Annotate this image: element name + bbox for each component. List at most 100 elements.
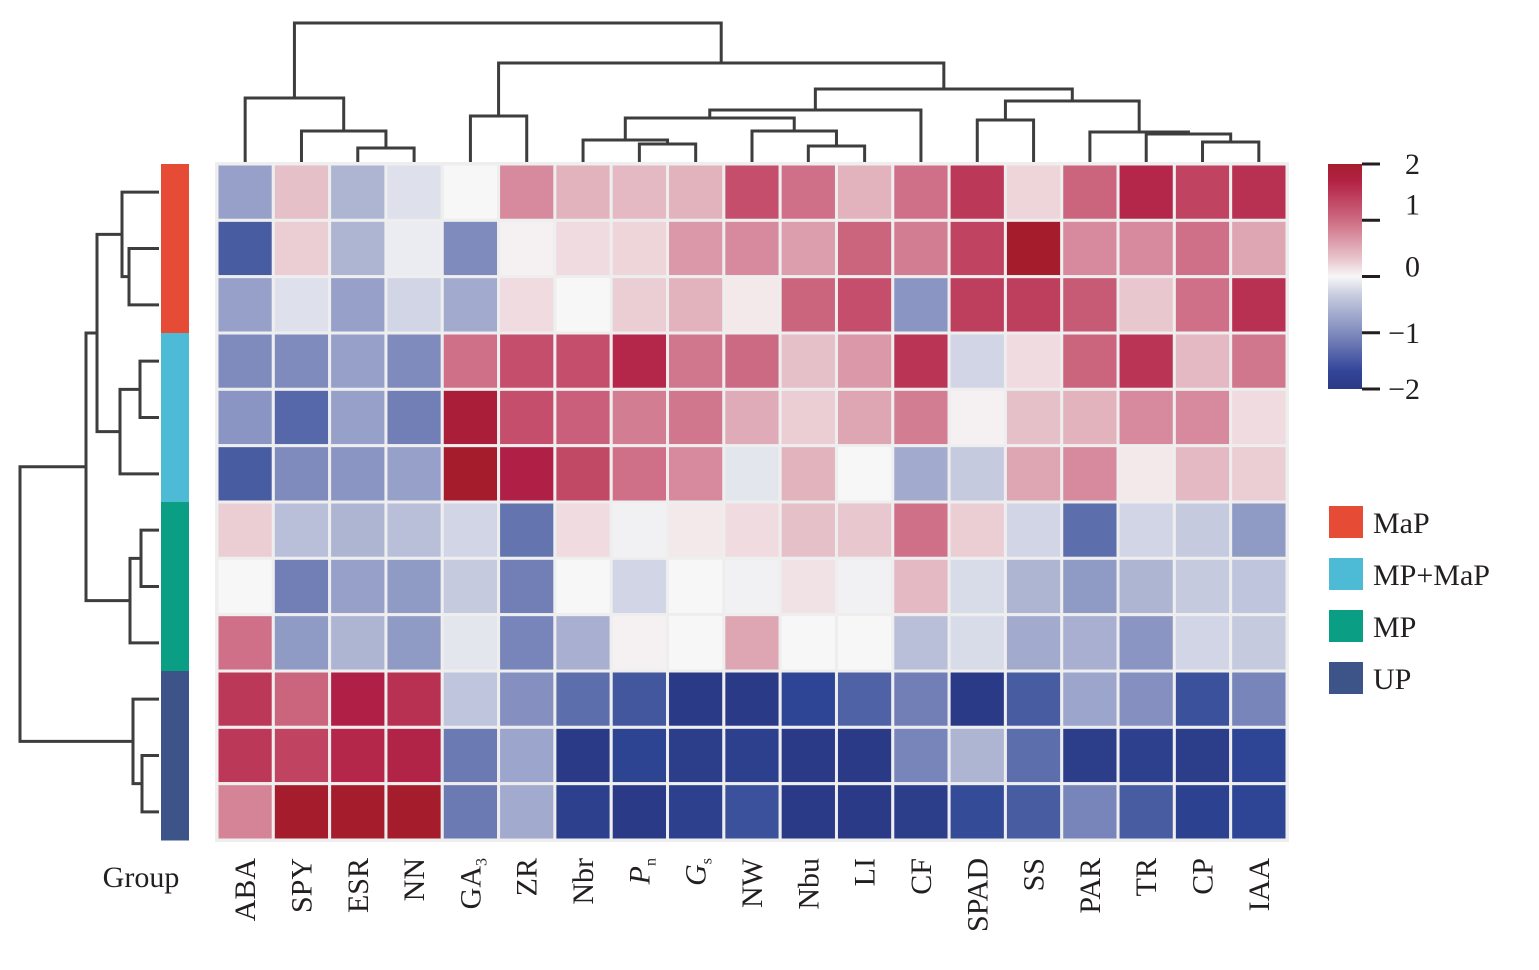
heatmap-cell-PAR-row9 — [1060, 613, 1120, 673]
heatmap-cell-LI-row1 — [834, 162, 895, 222]
legend-label-mp: MP — [1373, 611, 1416, 644]
column-label-main: G — [680, 864, 713, 886]
heatmap-cell-SPAD-row8 — [947, 556, 1007, 617]
heatmap-cell-ESR-row4 — [328, 331, 388, 391]
heatmap-cell-PAR-row8 — [1060, 556, 1120, 617]
heatmap-cell-IAA-row11 — [1229, 725, 1289, 786]
heatmap-cell-IAA-row7 — [1229, 500, 1289, 560]
heatmap-cell-SS-row2 — [1003, 218, 1064, 279]
column-labels: ABA SPY ESR NN GA3 ZR Nbr Pn Gs NW Nbu LI CF SPAD SS PA… — [229, 857, 1276, 932]
heatmap-cell-SS-row12 — [1003, 782, 1064, 842]
colorbar-label-0: 0 — [1405, 251, 1420, 284]
heatmap-cell-CF-row5 — [891, 387, 951, 448]
heatmap-cell-ZR-row6 — [497, 444, 557, 504]
heatmap-cell-ESR-row11 — [328, 725, 388, 786]
column-label-main: Nbr — [567, 858, 600, 905]
heatmap-cell-SPY-row10 — [271, 669, 332, 729]
column-label-main: P — [623, 866, 656, 885]
heatmap-cell-CF-row8 — [891, 556, 951, 617]
heatmap-cell-SS-row6 — [1003, 444, 1064, 504]
heatmap-cell-GA3-row3 — [440, 275, 501, 335]
heatmap-cell-Pn-row7 — [609, 500, 670, 560]
heatmap-cell-Gs-row7 — [666, 500, 726, 560]
heatmap-cell-SS-row8 — [1003, 556, 1064, 617]
heatmap-cell-Gs-row11 — [666, 725, 726, 786]
heatmap-cell-NN-row6 — [384, 444, 444, 504]
colorbar: 2 1 0 −1 −2 — [1328, 148, 1420, 406]
heatmap-cell-CP-row9 — [1172, 613, 1233, 673]
colorbar-label--1: −1 — [1388, 317, 1420, 350]
heatmap-cell-Nbr-row2 — [553, 218, 613, 279]
heatmap-cell-TR-row12 — [1116, 782, 1176, 842]
heatmap-cell-CF-row3 — [891, 275, 951, 335]
heatmap-cell-CF-row12 — [891, 782, 951, 842]
heatmap-cell-TR-row3 — [1116, 275, 1176, 335]
column-label-main: ZR — [511, 858, 544, 896]
heatmap-cell-ESR-row8 — [328, 556, 388, 617]
heatmap-cell-NW-row3 — [722, 275, 782, 335]
column-label-main: Nbu — [792, 858, 825, 910]
heatmap-cell-GA3-row8 — [440, 556, 501, 617]
group-bar-map-row2 — [161, 220, 189, 278]
column-label-ESR: ESR — [342, 858, 375, 913]
heatmap-cell-Nbr-row6 — [553, 444, 613, 504]
heatmap-cell-GA3-row4 — [440, 331, 501, 391]
heatmap-cell-ZR-row11 — [497, 725, 557, 786]
heatmap-cell-NW-row4 — [722, 331, 782, 391]
heatmap-cell-ESR-row5 — [328, 387, 388, 448]
heatmap-cell-NN-row5 — [384, 387, 444, 448]
heatmap-cell-TR-row1 — [1116, 162, 1176, 222]
heatmap-cell-ABA-row4 — [215, 331, 275, 391]
heatmap-cell-Nbr-row8 — [553, 556, 613, 617]
heatmap-cell-Gs-row4 — [666, 331, 726, 391]
heatmap-cell-Gs-row9 — [666, 613, 726, 673]
heatmap-cell-SPAD-row11 — [947, 725, 1007, 786]
group-bar-up-row11 — [161, 727, 189, 785]
heatmap-cell-CP-row12 — [1172, 782, 1233, 842]
heatmap-cell-Pn-row6 — [609, 444, 670, 504]
heatmap-cell-SPAD-row9 — [947, 613, 1007, 673]
column-label-main: SPY — [286, 858, 319, 913]
heatmap-cell-ZR-row3 — [497, 275, 557, 335]
col-link-spad-par-groups — [1003, 99, 1141, 132]
heatmap-cell-ESR-row3 — [328, 275, 388, 335]
heatmap-cell-Gs-row1 — [666, 162, 726, 222]
heatmap-cell-ABA-row12 — [215, 782, 275, 842]
col-link-esr-nn — [356, 146, 416, 162]
colorbar-gradient — [1328, 164, 1362, 389]
heatmap-cell-PAR-row10 — [1060, 669, 1120, 729]
heatmap-cell-Nbr-row7 — [553, 500, 613, 560]
heatmap-cell-GA3-row12 — [440, 782, 501, 842]
heatmap-cell-Pn-row10 — [609, 669, 670, 729]
group-color-bar — [161, 164, 189, 841]
heatmap-cell-SPAD-row6 — [947, 444, 1007, 504]
heatmap-cell-GA3-row7 — [440, 500, 501, 560]
col-link-cp-iaa — [1201, 140, 1261, 162]
heatmap-cell-IAA-row4 — [1229, 331, 1289, 391]
heatmap-cell-ZR-row2 — [497, 218, 557, 279]
heatmap-cell-CP-row3 — [1172, 275, 1233, 335]
heatmap-cell-SPAD-row4 — [947, 331, 1007, 391]
group-bar-map-row1 — [161, 164, 189, 221]
column-label-Gs: Gs — [680, 858, 716, 886]
heatmap-cell-CF-row1 — [891, 162, 951, 222]
heatmap-cell-ABA-row8 — [215, 556, 275, 617]
column-label-subscript: n — [642, 858, 659, 866]
heatmap-cell-CP-row11 — [1172, 725, 1233, 786]
heatmap-cell-Gs-row5 — [666, 387, 726, 448]
heatmap-cell-SS-row11 — [1003, 725, 1064, 786]
column-label-main: CP — [1187, 858, 1220, 895]
heatmap-cell-NW-row8 — [722, 556, 782, 617]
legend-label-up: UP — [1373, 663, 1411, 696]
heatmap-cell-SS-row9 — [1003, 613, 1064, 673]
row-link-r9-group — [128, 556, 159, 645]
heatmap-cell-Gs-row6 — [666, 444, 726, 504]
heatmap-cell-SPY-row7 — [271, 500, 332, 560]
heatmap-cell-GA3-row9 — [440, 613, 501, 673]
heatmap-cell-TR-row4 — [1116, 331, 1176, 391]
heatmap-cell-TR-row6 — [1116, 444, 1176, 504]
heatmap-cell-IAA-row9 — [1229, 613, 1289, 673]
heatmap-cell-CF-row4 — [891, 331, 951, 391]
colorbar-ticks: 2 1 0 −1 −2 — [1362, 148, 1420, 406]
heatmap-cell-CP-row10 — [1172, 669, 1233, 729]
